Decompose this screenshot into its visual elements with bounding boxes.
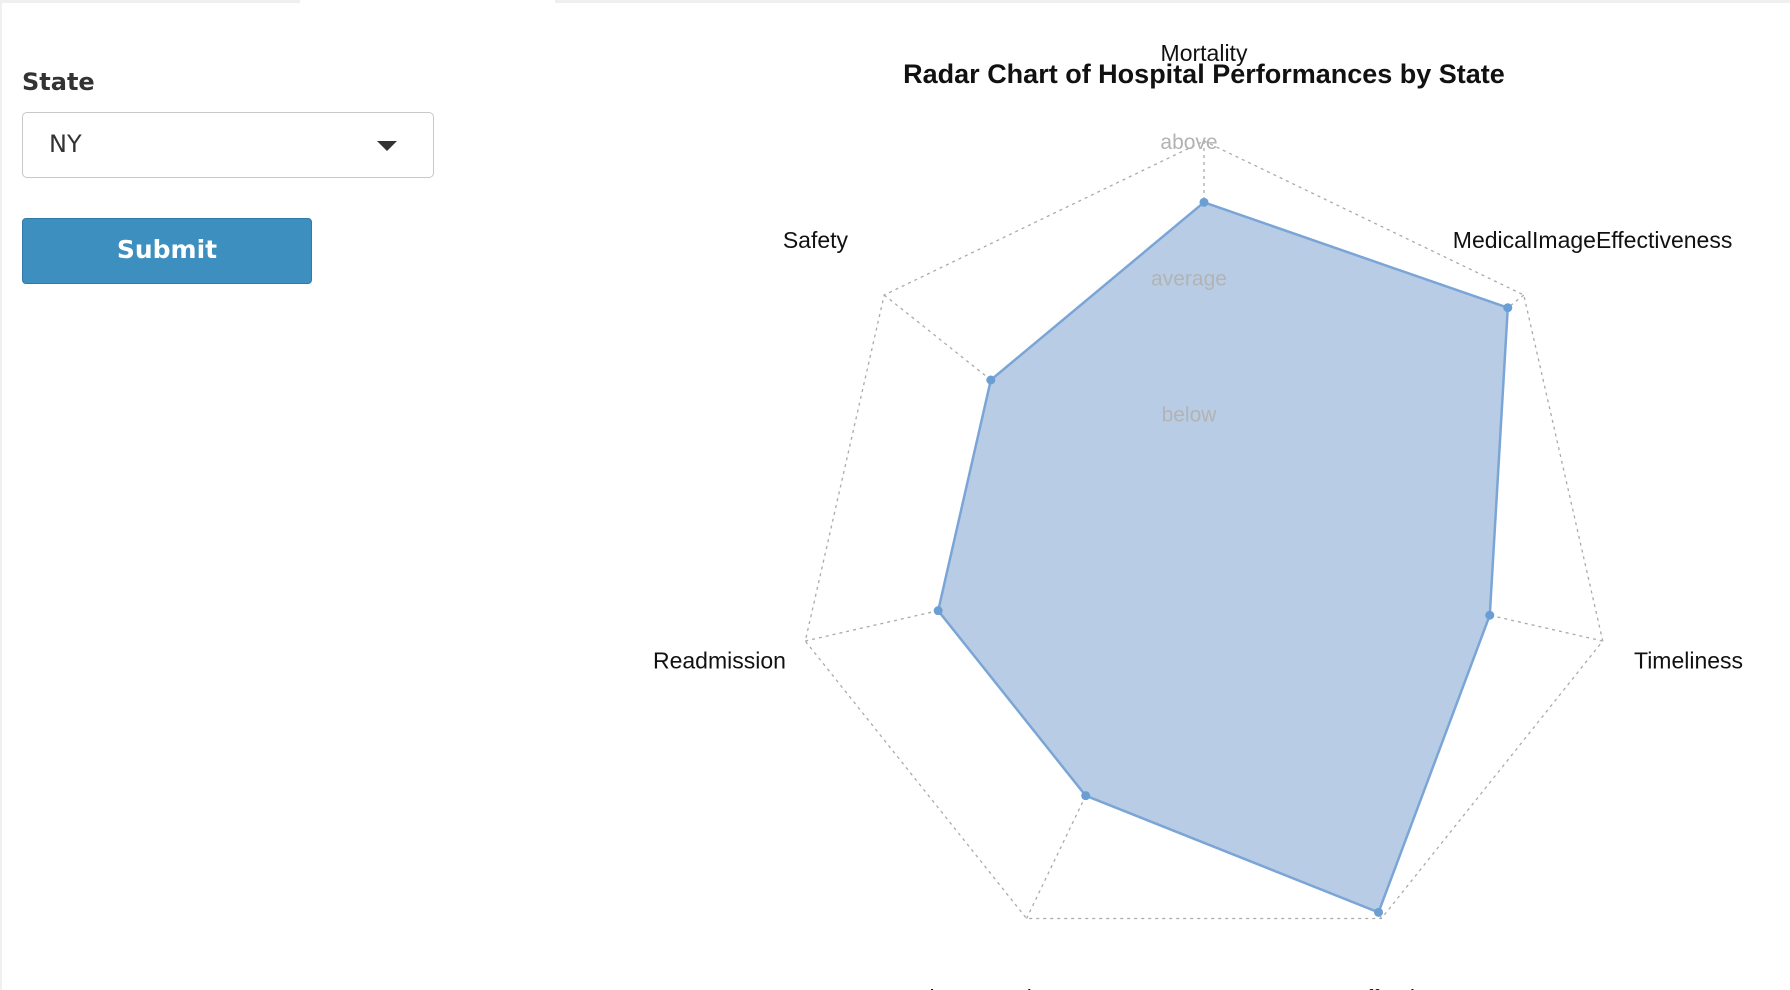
axis-label: Safety <box>783 227 849 253</box>
axis-label: Timeliness <box>1634 648 1743 674</box>
axis-label: MedicalImageEffectiveness <box>1453 227 1733 253</box>
data-point[interactable] <box>1199 197 1209 207</box>
axis-label: PatientExperience <box>895 985 1082 990</box>
level-label: below <box>1162 404 1218 427</box>
data-point[interactable] <box>1503 303 1513 313</box>
state-select[interactable]: NY <box>22 112 434 178</box>
series-area <box>936 201 1510 914</box>
axis-labels: Mortality MedicalImageEffectiveness Timeli… <box>653 40 1743 990</box>
data-point[interactable] <box>1485 610 1495 620</box>
chart-title: Radar Chart of Hospital Performances by … <box>903 59 1505 89</box>
state-label: State <box>22 68 95 96</box>
submit-button[interactable]: Submit <box>22 218 312 284</box>
grid-ring-3 <box>804 140 1604 920</box>
data-point[interactable] <box>986 375 996 385</box>
left-border <box>0 0 2 990</box>
level-label: average <box>1151 267 1227 290</box>
tab-strip-left <box>0 0 300 3</box>
state-select-value: NY <box>49 130 82 158</box>
chevron-down-icon[interactable] <box>377 141 397 151</box>
axis-label: Readmission <box>653 648 786 674</box>
data-point[interactable] <box>1081 791 1091 801</box>
axis-label: Effectiveness <box>1351 985 1487 990</box>
control-panel: State NY Submit <box>22 66 442 284</box>
radar-series <box>933 197 1513 917</box>
tab-strip-right <box>555 0 1790 3</box>
data-point[interactable] <box>933 606 943 616</box>
data-point[interactable] <box>1374 907 1384 917</box>
level-labels: below average above <box>1151 131 1227 427</box>
level-label: above <box>1160 131 1217 154</box>
axis-label: Mortality <box>1161 40 1248 66</box>
radar-chart: Radar Chart of Hospital Performances by … <box>653 40 1743 990</box>
